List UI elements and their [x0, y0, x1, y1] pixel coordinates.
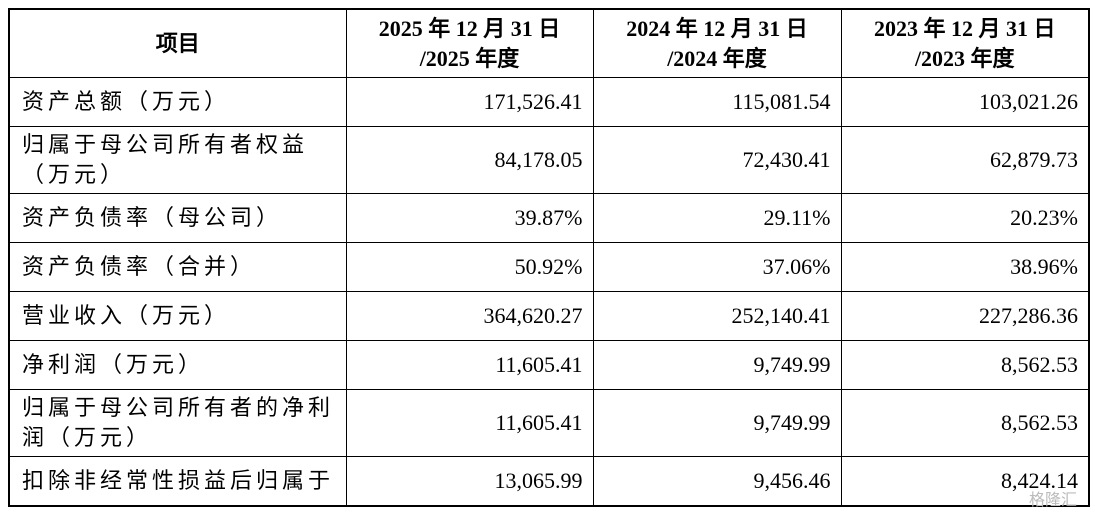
table-row: 资产负债率（合并） 50.92% 37.06% 38.96% [8, 242, 1090, 292]
value-cell: 8,562.53 [840, 389, 1090, 457]
value-cell: 13,065.99 [345, 456, 594, 507]
value-cell: 227,286.36 [840, 291, 1090, 341]
value-cell: 8,424.14 [840, 456, 1090, 507]
value-cell: 38.96% [840, 242, 1090, 292]
watermark: 格隆汇 [1028, 490, 1077, 509]
value-cell: 84,178.05 [345, 126, 594, 194]
value-cell: 9,456.46 [592, 456, 842, 507]
value-cell: 364,620.27 [345, 291, 594, 341]
table-row: 净利润（万元） 11,605.41 9,749.99 8,562.53 [8, 340, 1090, 390]
table-row: 扣除非经常性损益后归属于 13,065.99 9,456.46 8,424.14 [8, 456, 1090, 507]
header-text: 项目 [155, 30, 200, 56]
header-text: 2024 年 12 月 31 日 [626, 15, 808, 41]
header-text: 2025 年 12 月 31 日 [378, 15, 561, 41]
header-text: 2023 年 12 月 31 日 [873, 15, 1056, 41]
header-row: 项目 2025 年 12 月 31 日/2025 年度 2024 年 12 月 31… [8, 8, 1090, 78]
label-text: 扣除非经常性损益后归属于 [22, 468, 335, 493]
label-text: 资产总额（万元） [22, 89, 231, 114]
value-cell: 103,021.26 [840, 77, 1090, 127]
label-text: 归属于母公司所有者的净利 [22, 395, 335, 420]
label-text: （万元） [22, 162, 127, 187]
row-label: 资产负债率（合并） [8, 242, 347, 292]
value-cell: 11,605.41 [345, 389, 594, 457]
row-label: 归属于母公司所有者的净利 润（万元） [8, 389, 347, 457]
header-cell: 2025 年 12 月 31 日/2025 年度 [345, 8, 594, 78]
value-cell: 9,749.99 [592, 340, 842, 390]
table-row: 资产总额（万元） 171,526.41 115,081.54 103,021.26 [8, 77, 1090, 127]
row-label: 营业收入（万元） [8, 291, 347, 341]
value-cell: 62,879.73 [840, 126, 1090, 194]
value-cell: 29.11% [592, 193, 842, 243]
header-text: /2025 年度 [419, 45, 520, 71]
row-label: 资产负债率（母公司） [8, 193, 347, 243]
row-label: 归属于母公司所有者权益 （万元） [8, 126, 347, 194]
label-text: 资产负债率（母公司） [22, 205, 283, 230]
value-cell: 252,140.41 [592, 291, 842, 341]
data-table: 项目 2025 年 12 月 31 日/2025 年度 2024 年 12 月 31… [8, 8, 1090, 507]
label-text: 归属于母公司所有者权益 [22, 132, 309, 157]
table-row: 归属于母公司所有者的净利 润（万元） 11,605.41 9,749.99 8,562.… [8, 389, 1090, 457]
label-text: 营业收入（万元） [22, 303, 231, 328]
row-label: 扣除非经常性损益后归属于 [8, 456, 347, 507]
value-cell: 37.06% [592, 242, 842, 292]
table-row: 营业收入（万元） 364,620.27 252,140.41 227,286.36 [8, 291, 1090, 341]
row-label: 资产总额（万元） [8, 77, 347, 127]
value-cell: 115,081.54 [592, 77, 842, 127]
value-cell: 50.92% [345, 242, 594, 292]
value-cell: 11,605.41 [345, 340, 594, 390]
header-cell: 2023 年 12 月 31 日/2023 年度 [840, 8, 1090, 78]
label-text: 资产负债率（合并） [22, 254, 257, 279]
value-cell: 72,430.41 [592, 126, 842, 194]
header-cell: 2024 年 12 月 31 日/2024 年度 [592, 8, 842, 78]
value-cell: 171,526.41 [345, 77, 594, 127]
header-cell: 项目 [8, 8, 347, 78]
header-text: /2024 年度 [667, 45, 767, 71]
row-label: 净利润（万元） [8, 340, 347, 390]
header-text: /2023 年度 [914, 45, 1015, 71]
table-row: 归属于母公司所有者权益 （万元） 84,178.05 72,430.41 62,879.… [8, 126, 1090, 194]
table-row: 资产负债率（母公司） 39.87% 29.11% 20.23% [8, 193, 1090, 243]
value-cell: 39.87% [345, 193, 594, 243]
label-text: 净利润（万元） [22, 352, 205, 377]
value-cell: 8,562.53 [840, 340, 1090, 390]
value-cell: 20.23% [840, 193, 1090, 243]
label-text: 润（万元） [22, 425, 153, 450]
value-cell: 9,749.99 [592, 389, 842, 457]
